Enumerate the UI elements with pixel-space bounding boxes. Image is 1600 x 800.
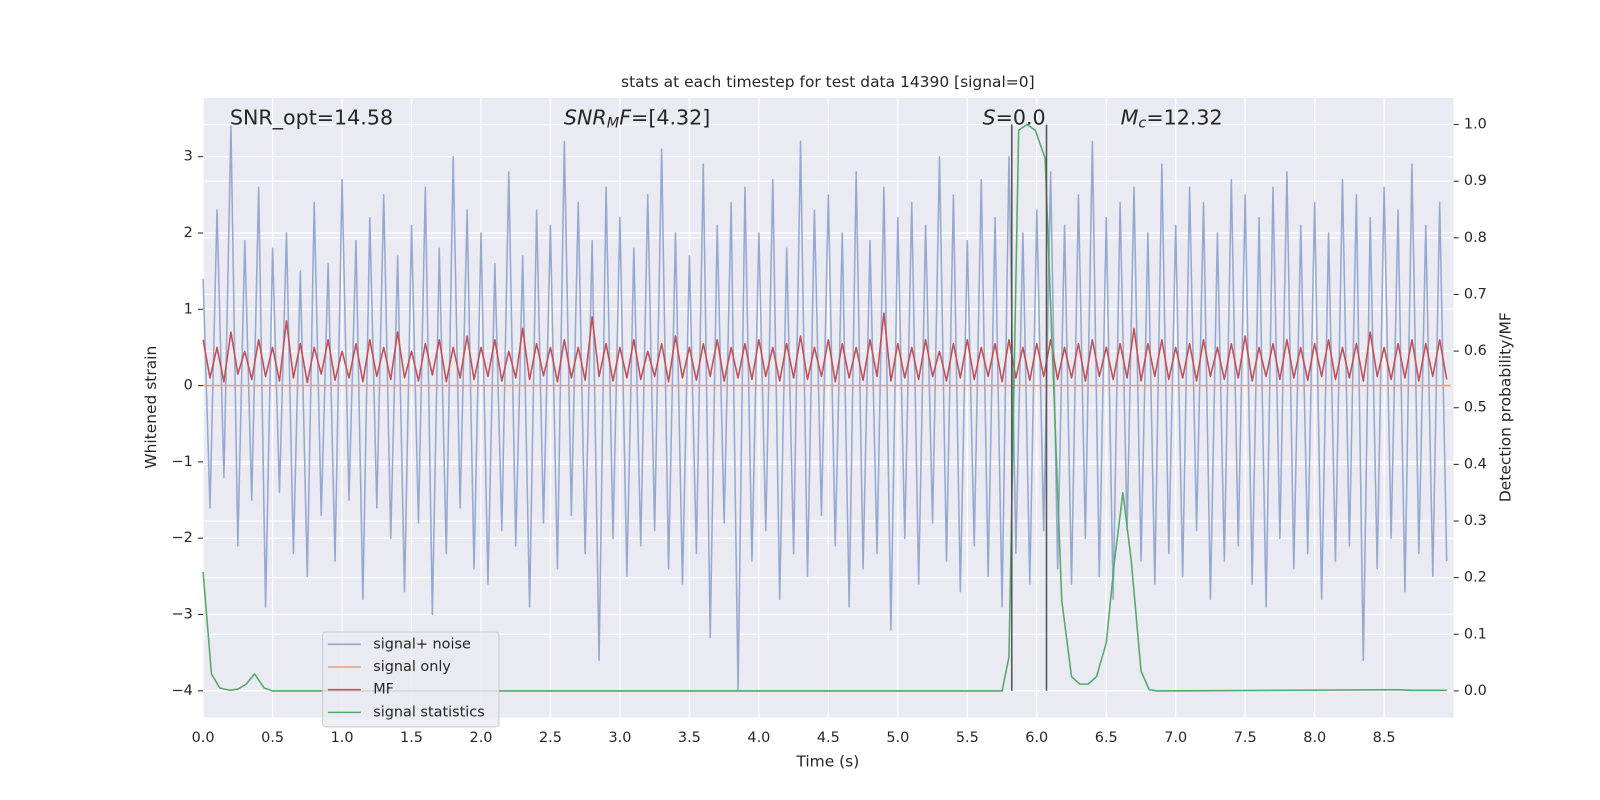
y2-tick-label: 0.2 <box>1464 570 1487 586</box>
y2-tick-label: 0.9 <box>1464 173 1487 189</box>
x-tick-label: 1.0 <box>331 730 354 746</box>
y2-tick-label: 0.3 <box>1464 513 1487 529</box>
y-axis-label: Whitened strain <box>142 346 160 469</box>
y-tick-label: 3 <box>184 149 193 165</box>
x-tick-label: 1.5 <box>400 730 423 746</box>
x-tick-label: 7.5 <box>1234 730 1257 746</box>
x-tick-label: 5.0 <box>886 730 909 746</box>
y-tick-label: −1 <box>172 454 193 470</box>
y2-tick-label: 0.1 <box>1464 626 1487 642</box>
x-tick-label: 3.0 <box>608 730 631 746</box>
annotation-part: c <box>1138 116 1146 132</box>
legend: signal+ noise signal only MF signal statist… <box>322 631 500 728</box>
x-tick-label: 4.0 <box>747 730 770 746</box>
annotation: SNRMF=[4.32] <box>564 106 710 132</box>
legend-box <box>322 631 500 728</box>
annotation-part: SNR_opt=14.58 <box>230 106 393 131</box>
y2-tick-label: 0.8 <box>1464 230 1487 246</box>
annotation-part: M <box>607 116 620 132</box>
y-tick-label: 2 <box>184 225 193 241</box>
x-tick-label: 8.0 <box>1303 730 1326 746</box>
y-tick-label: −4 <box>172 683 193 699</box>
annotation: SNR_opt=14.58 <box>230 106 393 131</box>
x-tick-label: 3.5 <box>678 730 701 746</box>
x-tick-label: 0.0 <box>192 730 215 746</box>
legend-label: signal only <box>373 659 451 675</box>
annotation: Mc=12.32 <box>1121 106 1223 132</box>
x-tick-label: 0.5 <box>261 730 284 746</box>
annotation-part: F <box>619 106 632 130</box>
series-line <box>202 123 1447 692</box>
annotation-part: =0.0 <box>996 106 1046 130</box>
legend-label: MF <box>373 682 394 698</box>
series-line <box>202 312 1448 384</box>
x-tick-label: 2.0 <box>470 730 493 746</box>
x-tick-label: 5.5 <box>956 730 979 746</box>
x-tick-label: 6.0 <box>1025 730 1048 746</box>
y-tick-label: −2 <box>172 530 193 546</box>
y2-tick-label: 1.0 <box>1464 117 1487 133</box>
y2-tick-label: 0.5 <box>1464 400 1487 416</box>
y-tick-label: 0 <box>184 378 193 394</box>
y2-tick-label: 0.7 <box>1464 286 1487 302</box>
y2-tick-label: 0.6 <box>1464 343 1487 359</box>
y2-axis-label: Detection probability/MF <box>1497 312 1515 502</box>
annotation: S=0.0 <box>982 106 1045 130</box>
y-tick-label: 1 <box>184 301 193 317</box>
y2-tick-label: 0.4 <box>1464 456 1487 472</box>
x-tick-label: 8.5 <box>1373 730 1396 746</box>
x-tick-label: 6.5 <box>1095 730 1118 746</box>
x-tick-label: 4.5 <box>817 730 840 746</box>
chart-title: stats at each timestep for test data 143… <box>621 73 1035 91</box>
annotation-part: M <box>1121 106 1139 130</box>
legend-label: signal+ noise <box>373 636 471 652</box>
annotation-part: SNR <box>564 106 607 130</box>
x-tick-label: 7.0 <box>1164 730 1187 746</box>
annotation-part: S <box>982 106 995 130</box>
y-tick-label: −3 <box>172 607 193 623</box>
x-tick-label: 2.5 <box>539 730 562 746</box>
annotation-part: =[4.32] <box>631 106 710 130</box>
x-axis-label: Time (s) <box>795 752 859 770</box>
y2-tick-label: 0.0 <box>1464 683 1487 699</box>
legend-label: signal statistics <box>373 704 485 720</box>
annotation-part: =12.32 <box>1146 106 1222 130</box>
